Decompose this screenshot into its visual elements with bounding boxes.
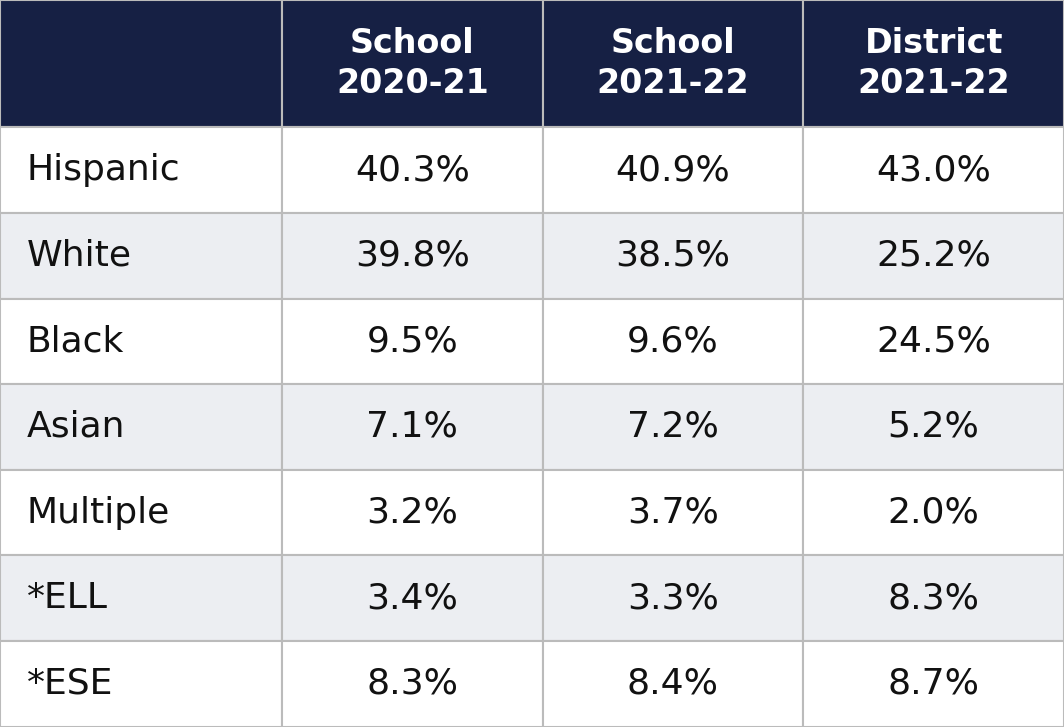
Text: 7.2%: 7.2%: [627, 410, 719, 444]
Text: *ELL: *ELL: [27, 582, 107, 615]
Text: 24.5%: 24.5%: [877, 324, 991, 358]
Text: Black: Black: [27, 324, 124, 358]
Bar: [803, 384, 1064, 470]
Bar: [282, 555, 543, 641]
Text: 3.2%: 3.2%: [366, 496, 459, 529]
Text: 9.5%: 9.5%: [366, 324, 459, 358]
Bar: [282, 470, 543, 555]
Bar: [543, 213, 803, 299]
Text: 3.3%: 3.3%: [627, 582, 719, 615]
Text: School: School: [350, 27, 475, 60]
Bar: [0, 384, 282, 470]
Text: 40.9%: 40.9%: [616, 153, 730, 187]
Bar: [543, 0, 803, 127]
Text: 9.6%: 9.6%: [627, 324, 719, 358]
Text: District: District: [864, 27, 1003, 60]
Bar: [0, 213, 282, 299]
Text: 39.8%: 39.8%: [355, 238, 469, 273]
Bar: [0, 641, 282, 727]
Bar: [543, 641, 803, 727]
Text: 8.3%: 8.3%: [887, 582, 980, 615]
Text: *ESE: *ESE: [27, 667, 113, 701]
Text: 3.4%: 3.4%: [366, 582, 459, 615]
Text: Hispanic: Hispanic: [27, 153, 180, 187]
Bar: [0, 555, 282, 641]
Text: 40.3%: 40.3%: [355, 153, 469, 187]
Text: White: White: [27, 238, 132, 273]
Bar: [543, 384, 803, 470]
Bar: [282, 384, 543, 470]
Bar: [543, 127, 803, 213]
Bar: [0, 0, 282, 127]
Bar: [803, 299, 1064, 384]
Text: 7.1%: 7.1%: [366, 410, 459, 444]
Bar: [803, 470, 1064, 555]
Bar: [282, 213, 543, 299]
Bar: [543, 555, 803, 641]
Bar: [0, 470, 282, 555]
Bar: [282, 0, 543, 127]
Text: 38.5%: 38.5%: [615, 238, 731, 273]
Text: 25.2%: 25.2%: [877, 238, 991, 273]
Bar: [282, 641, 543, 727]
Text: School: School: [611, 27, 735, 60]
Text: 2020-21: 2020-21: [336, 68, 488, 100]
Bar: [282, 127, 543, 213]
Text: 8.7%: 8.7%: [887, 667, 980, 701]
Bar: [543, 299, 803, 384]
Text: 3.7%: 3.7%: [627, 496, 719, 529]
Bar: [803, 213, 1064, 299]
Bar: [282, 299, 543, 384]
Bar: [803, 555, 1064, 641]
Text: 43.0%: 43.0%: [877, 153, 991, 187]
Bar: [803, 127, 1064, 213]
Text: 5.2%: 5.2%: [887, 410, 980, 444]
Text: 2.0%: 2.0%: [887, 496, 980, 529]
Text: 8.3%: 8.3%: [366, 667, 459, 701]
Text: Multiple: Multiple: [27, 496, 170, 529]
Text: 2021-22: 2021-22: [597, 68, 749, 100]
Bar: [0, 299, 282, 384]
Text: 2021-22: 2021-22: [858, 68, 1010, 100]
Bar: [0, 127, 282, 213]
Text: Asian: Asian: [27, 410, 126, 444]
Text: 8.4%: 8.4%: [627, 667, 719, 701]
Bar: [803, 0, 1064, 127]
Bar: [803, 641, 1064, 727]
Bar: [543, 470, 803, 555]
